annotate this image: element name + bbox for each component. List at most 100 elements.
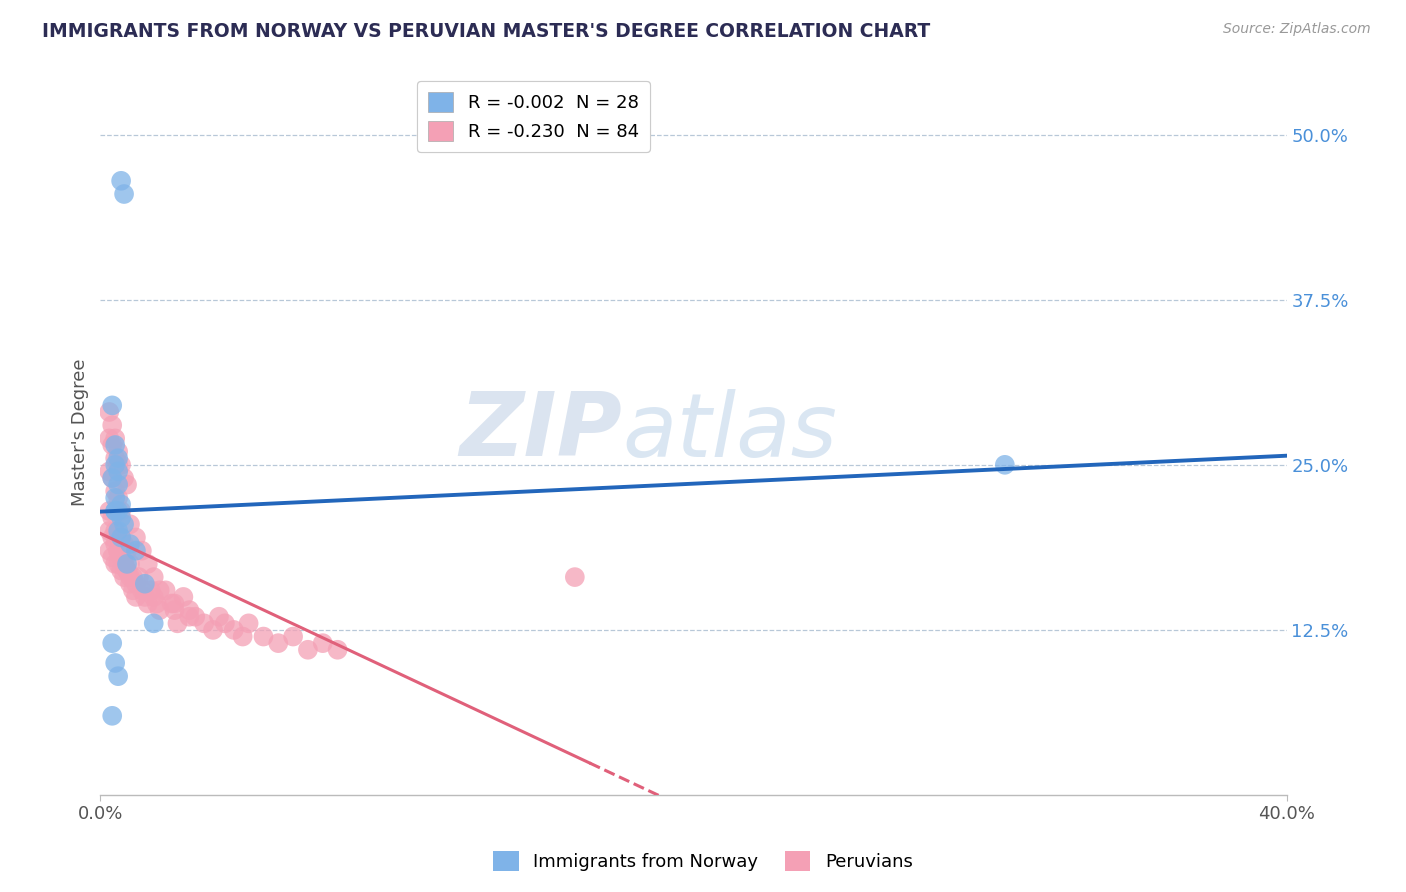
Point bbox=[214, 616, 236, 631]
Point bbox=[112, 557, 135, 571]
Point bbox=[115, 543, 138, 558]
Point bbox=[104, 431, 127, 445]
Point bbox=[994, 458, 1017, 472]
Point bbox=[312, 636, 335, 650]
Point bbox=[297, 642, 319, 657]
Point bbox=[104, 537, 127, 551]
Point bbox=[107, 451, 129, 466]
Point bbox=[128, 570, 150, 584]
Point bbox=[110, 498, 132, 512]
Point bbox=[107, 458, 129, 472]
Point bbox=[163, 603, 186, 617]
Point bbox=[122, 570, 145, 584]
Point bbox=[139, 583, 162, 598]
Point bbox=[131, 543, 153, 558]
Point bbox=[104, 656, 127, 670]
Point bbox=[107, 444, 129, 458]
Point bbox=[115, 564, 138, 578]
Point bbox=[110, 531, 132, 545]
Point bbox=[107, 477, 129, 491]
Point bbox=[110, 174, 132, 188]
Point bbox=[125, 590, 148, 604]
Text: ZIP: ZIP bbox=[460, 388, 623, 475]
Point bbox=[98, 431, 121, 445]
Point bbox=[252, 630, 274, 644]
Point bbox=[107, 491, 129, 505]
Point bbox=[184, 609, 207, 624]
Point bbox=[160, 597, 183, 611]
Point bbox=[115, 564, 138, 578]
Point bbox=[110, 510, 132, 524]
Point bbox=[142, 570, 165, 584]
Point bbox=[179, 609, 201, 624]
Point bbox=[118, 517, 141, 532]
Point bbox=[125, 543, 148, 558]
Point bbox=[136, 557, 159, 571]
Point bbox=[104, 438, 127, 452]
Point bbox=[104, 504, 127, 518]
Point bbox=[101, 398, 124, 412]
Point bbox=[125, 576, 148, 591]
Point bbox=[179, 603, 201, 617]
Text: atlas: atlas bbox=[623, 389, 837, 475]
Point bbox=[155, 583, 177, 598]
Point bbox=[163, 597, 186, 611]
Point bbox=[104, 557, 127, 571]
Point bbox=[98, 524, 121, 538]
Y-axis label: Master's Degree: Master's Degree bbox=[72, 358, 89, 506]
Point bbox=[104, 524, 127, 538]
Point bbox=[142, 590, 165, 604]
Point bbox=[107, 504, 129, 518]
Point bbox=[101, 418, 124, 433]
Point bbox=[110, 458, 132, 472]
Point bbox=[104, 458, 127, 472]
Point bbox=[107, 464, 129, 478]
Point bbox=[172, 590, 194, 604]
Legend: R = -0.002  N = 28, R = -0.230  N = 84: R = -0.002 N = 28, R = -0.230 N = 84 bbox=[418, 81, 650, 152]
Point bbox=[101, 708, 124, 723]
Point bbox=[118, 576, 141, 591]
Point bbox=[101, 531, 124, 545]
Point bbox=[166, 616, 188, 631]
Point bbox=[208, 609, 231, 624]
Point bbox=[281, 630, 304, 644]
Point bbox=[110, 531, 132, 545]
Point bbox=[107, 531, 129, 545]
Point bbox=[115, 557, 138, 571]
Point bbox=[112, 537, 135, 551]
Point bbox=[98, 464, 121, 478]
Point bbox=[104, 491, 127, 505]
Point bbox=[112, 570, 135, 584]
Point bbox=[142, 616, 165, 631]
Point bbox=[193, 616, 215, 631]
Point bbox=[136, 597, 159, 611]
Point bbox=[101, 471, 124, 485]
Point bbox=[101, 550, 124, 565]
Point bbox=[98, 543, 121, 558]
Point bbox=[122, 583, 145, 598]
Legend: Immigrants from Norway, Peruvians: Immigrants from Norway, Peruvians bbox=[486, 844, 920, 879]
Point bbox=[564, 570, 586, 584]
Point bbox=[101, 510, 124, 524]
Point bbox=[131, 583, 153, 598]
Point bbox=[232, 630, 254, 644]
Point bbox=[98, 405, 121, 419]
Point bbox=[326, 642, 349, 657]
Text: IMMIGRANTS FROM NORWAY VS PERUVIAN MASTER'S DEGREE CORRELATION CHART: IMMIGRANTS FROM NORWAY VS PERUVIAN MASTE… bbox=[42, 22, 931, 41]
Point bbox=[267, 636, 290, 650]
Point bbox=[104, 451, 127, 466]
Point bbox=[149, 583, 172, 598]
Point bbox=[115, 477, 138, 491]
Point bbox=[104, 504, 127, 518]
Point bbox=[104, 484, 127, 499]
Point bbox=[118, 570, 141, 584]
Point bbox=[101, 438, 124, 452]
Point bbox=[101, 636, 124, 650]
Point bbox=[202, 623, 225, 637]
Point bbox=[110, 550, 132, 565]
Point bbox=[107, 557, 129, 571]
Point bbox=[145, 597, 167, 611]
Point bbox=[112, 187, 135, 202]
Point bbox=[125, 531, 148, 545]
Point bbox=[107, 669, 129, 683]
